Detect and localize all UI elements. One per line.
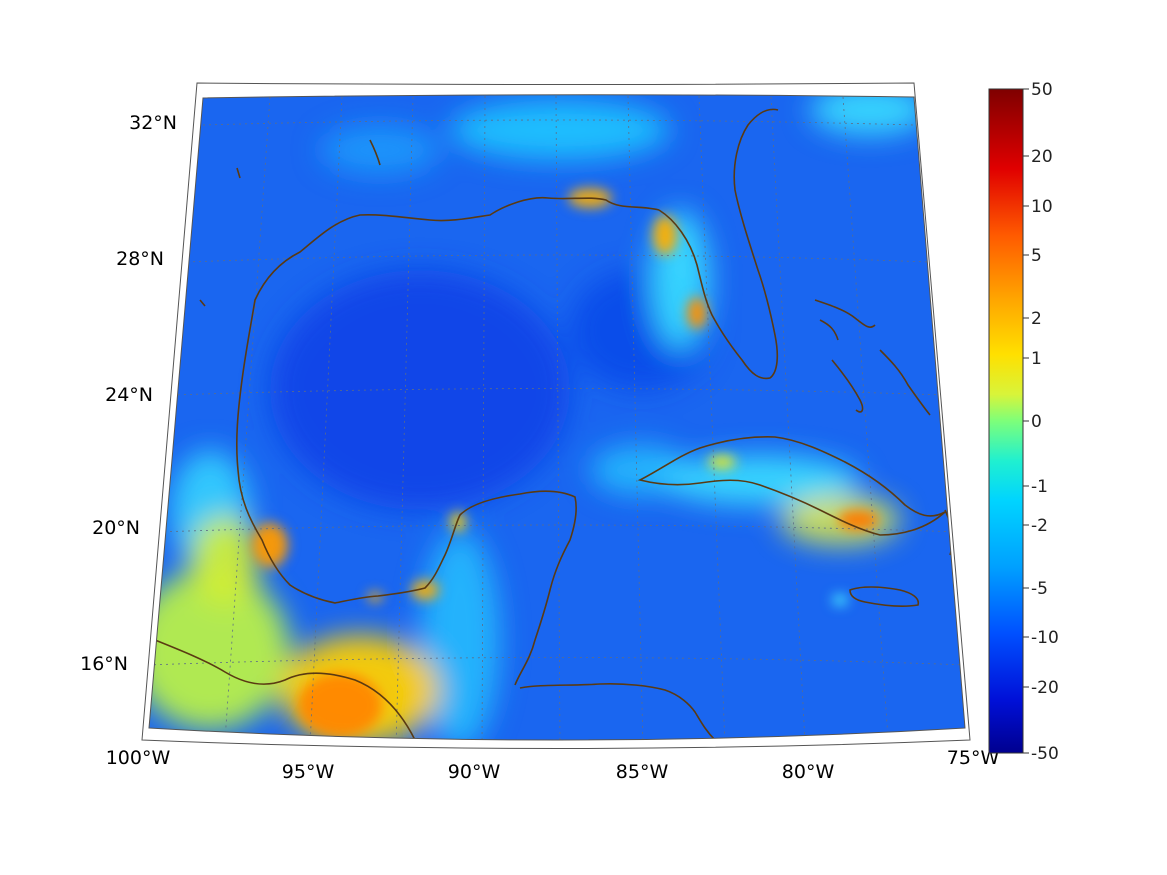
colorbar-tick-label: -50: [1031, 744, 1059, 764]
latitude-tick-labels: 32°N 28°N 24°N 20°N 16°N: [80, 112, 177, 675]
colorbar-tick-label: -5: [1031, 579, 1048, 599]
colorbar-tick-label: 10: [1031, 197, 1053, 217]
colorbar-tick-label: -10: [1031, 628, 1059, 648]
colorbar-tick-label: -2: [1031, 516, 1048, 536]
lon-tick-label: 85°W: [616, 761, 669, 783]
colorbar-tick-label: 50: [1031, 80, 1053, 100]
map-frame: [141, 82, 971, 749]
field-hotspots: [252, 188, 878, 737]
colorbar-tick-label: 2: [1031, 309, 1042, 329]
lon-tick-label: 80°W: [782, 761, 835, 783]
longitude-tick-labels: 100°W 95°W 90°W 85°W 80°W 75°W: [106, 747, 1000, 783]
colorbar-tick-label: 5: [1031, 246, 1042, 266]
colorbar-tick-label: -1: [1031, 477, 1048, 497]
lon-tick-label: 95°W: [282, 761, 335, 783]
lat-tick-label: 20°N: [92, 517, 140, 539]
lon-tick-label: 90°W: [448, 761, 501, 783]
colorbar-tick-label: 0: [1031, 412, 1042, 432]
colorbar-tick-label: 20: [1031, 147, 1053, 167]
lat-tick-label: 32°N: [129, 112, 177, 134]
colorbar-tick-label: 1: [1031, 349, 1042, 369]
lat-tick-label: 16°N: [80, 653, 128, 675]
colorbar-ramp: [988, 88, 1024, 754]
lon-tick-label: 100°W: [106, 747, 171, 769]
lat-tick-label: 28°N: [116, 248, 164, 270]
lat-tick-label: 24°N: [105, 384, 153, 406]
data-field: [149, 94, 965, 740]
colorbar-tick-label: -20: [1031, 678, 1059, 698]
graticule: [149, 95, 965, 740]
lon-tick-label: 75°W: [947, 747, 1000, 769]
